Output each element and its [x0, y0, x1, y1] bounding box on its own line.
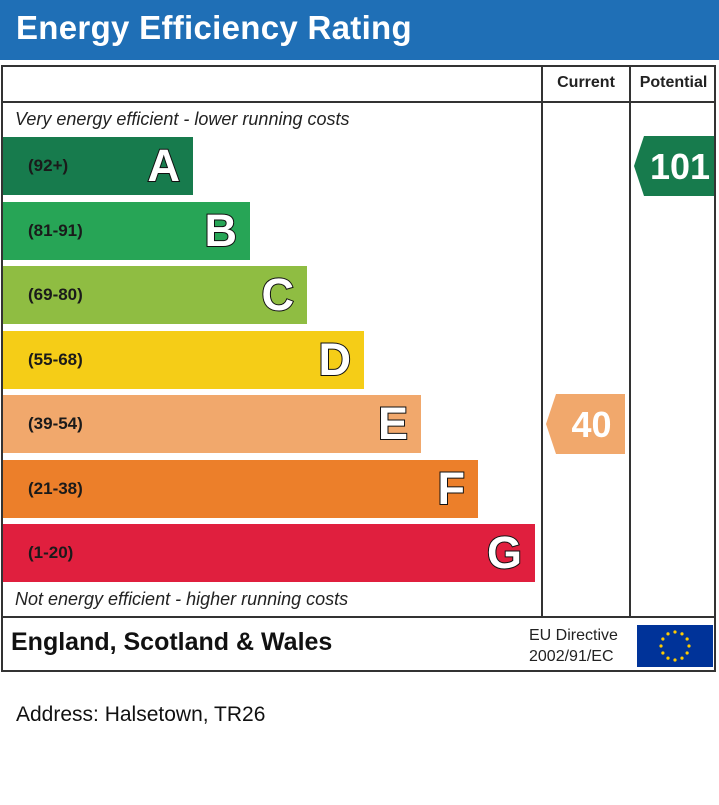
band-range-label: (1-20)	[28, 543, 74, 562]
band-letter: E	[377, 397, 409, 450]
band-range-label: (39-54)	[28, 414, 83, 433]
band-letter: G	[486, 526, 523, 579]
band-letter: D	[318, 333, 352, 386]
eu-star	[661, 637, 665, 641]
eu-stars	[659, 630, 691, 662]
eu-star	[666, 656, 670, 660]
eu-star	[673, 630, 677, 634]
eu-star	[680, 656, 684, 660]
top-note: Very energy efficient - lower running co…	[15, 109, 350, 129]
potential-column-header: Potential	[639, 74, 708, 91]
eu-directive-line1: EU Directive	[529, 627, 618, 644]
rating-frame	[1, 65, 716, 672]
eu-star	[680, 632, 684, 636]
band-a: (92+) A	[3, 137, 193, 195]
header-row-divider	[1, 101, 716, 103]
column-divider-current	[541, 65, 543, 618]
column-divider-potential	[629, 65, 631, 618]
region-label: England, Scotland & Wales	[11, 628, 333, 656]
band-range-label: (21-38)	[28, 479, 83, 498]
band-range-label: (81-91)	[28, 221, 83, 240]
band-letter: C	[261, 268, 295, 321]
eu-star	[666, 632, 670, 636]
header-bar: Energy Efficiency Rating	[0, 0, 719, 60]
eu-directive: EU Directive 2002/91/EC	[529, 625, 618, 667]
band-g: (1-20) G	[3, 524, 535, 582]
eu-star	[661, 651, 665, 655]
eu-star	[687, 644, 691, 648]
band-range-label: (55-68)	[28, 350, 83, 369]
band-d: (55-68) D	[3, 331, 364, 389]
eu-star	[673, 658, 677, 662]
band-letter: A	[147, 139, 181, 192]
eu-flag-icon	[637, 625, 713, 667]
band-letter: F	[437, 462, 466, 515]
address: Address: Halsetown, TR26	[16, 703, 266, 726]
band-b: (81-91) B	[3, 202, 250, 260]
eu-star	[659, 644, 663, 648]
footer-row-divider	[1, 616, 716, 618]
bottom-note: Not energy efficient - higher running co…	[15, 589, 349, 609]
band-f: (21-38) F	[3, 460, 478, 518]
band-e: (39-54) E	[3, 395, 421, 453]
page-title: Energy Efficiency Rating	[16, 9, 412, 46]
eu-directive-line2: 2002/91/EC	[529, 648, 614, 665]
band-range-label: (69-80)	[28, 285, 83, 304]
eu-star	[685, 651, 689, 655]
eu-star	[685, 637, 689, 641]
band-range-label: (92+)	[28, 156, 69, 175]
band-c: (69-80) C	[3, 266, 307, 324]
current-column-header: Current	[557, 74, 615, 91]
band-letter: B	[204, 204, 238, 257]
